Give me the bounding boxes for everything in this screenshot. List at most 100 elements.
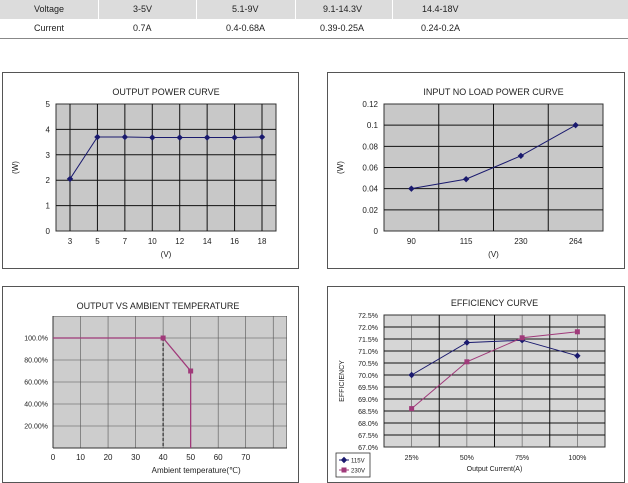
spec-label: Current [34, 23, 65, 33]
x-tick-label: 18 [258, 237, 267, 246]
y-tick-label: 68.5% [358, 409, 378, 416]
x-axis-label: Ambient temperature(℃) [152, 466, 241, 475]
x-tick-label: 50 [186, 453, 195, 462]
spec-row-current: Current 0.7A 0.4-0.68A 0.39-0.25A 0.24-0… [0, 19, 628, 39]
y-tick-label: 0.08 [362, 142, 378, 151]
data-point [121, 133, 129, 141]
plot-area [55, 103, 277, 232]
y-axis-label: (W) [11, 161, 20, 174]
chart-title: OUTPUT VS AMBIENT TEMPERATURE [77, 301, 240, 311]
y-tick-label: 2 [46, 176, 51, 185]
data-point [462, 175, 470, 183]
data-point [574, 352, 581, 359]
data-point [341, 467, 347, 473]
spec-cell: 0.24-0.2A [421, 23, 461, 33]
y-tick-label: 0.12 [362, 100, 378, 109]
y-tick-label: 0 [46, 227, 51, 236]
x-tick-label: 264 [569, 237, 583, 246]
spec-label: Voltage [34, 4, 65, 14]
spec-cell: 5.1-9V [232, 4, 259, 14]
x-tick-label: 14 [203, 237, 212, 246]
x-axis-label: (V) [161, 250, 172, 259]
x-tick-label: 25% [405, 455, 419, 462]
y-tick-label: 0.02 [362, 206, 378, 215]
x-tick-label: 70 [241, 453, 250, 462]
data-point [463, 339, 471, 346]
data-point [66, 175, 74, 183]
x-tick-label: 12 [175, 237, 184, 246]
input-no-load-chart: 0 0.02 0.04 0.06 0.08 0.1 0.12 90 115 230 264 INPUT… [336, 87, 604, 259]
data-point [188, 368, 194, 374]
data-point [176, 134, 183, 141]
chart-panel-derating: 20.00% 40.00% 60.00% 80.00% 100.0% 0 10 20 30 40 5… [2, 286, 299, 483]
spec-cell: 14.4-18V [422, 4, 459, 14]
y-tick-label: 100.0% [24, 336, 48, 343]
spec-row-voltage: Voltage 3-5V 5.1-9V 9.1-14.3V 14.4-18V [0, 0, 628, 19]
y-tick-label: 69.5% [358, 385, 378, 392]
data-point [519, 335, 525, 341]
y-tick-label: 40.00% [24, 402, 48, 409]
x-tick-label: 90 [407, 237, 416, 246]
y-tick-label: 20.00% [24, 424, 48, 431]
data-point [94, 133, 101, 141]
y-tick-label: 1 [46, 202, 51, 211]
data-point [517, 152, 525, 160]
y-axis-label: (W) [336, 161, 345, 174]
series-line [53, 337, 192, 448]
x-tick-label: 0 [51, 453, 56, 462]
x-tick-label: 115 [460, 237, 473, 246]
data-point [409, 406, 415, 412]
spec-cell: 9.1-14.3V [323, 4, 363, 14]
x-axis-label: (V) [488, 250, 499, 259]
spec-cell: 0.4-0.68A [226, 23, 266, 33]
y-tick-label: 67.0% [358, 445, 378, 452]
x-axis-label: Output Current(A) [467, 466, 523, 473]
y-tick-label: 68.0% [358, 421, 378, 428]
x-tick-label: 50% [460, 455, 474, 462]
chart-panel-output-power: 0 1 2 3 4 5 3 5 7 10 12 14 16 18 OUTPUT POWER CURVE (V)… [2, 72, 299, 269]
y-tick-label: 5 [46, 100, 51, 109]
spec-cell: 3-5V [133, 4, 153, 14]
legend-label: 115V [351, 459, 365, 465]
x-tick-label: 10 [148, 237, 157, 246]
y-axis-label: EFFICIENCY [339, 360, 346, 402]
data-point [340, 456, 348, 464]
data-point [572, 121, 579, 129]
y-tick-label: 0 [374, 227, 379, 236]
data-point [464, 359, 470, 365]
y-tick-label: 71.0% [358, 349, 378, 356]
data-point [408, 185, 415, 192]
x-tick-label: 20 [104, 453, 113, 462]
chart-title: EFFICIENCY CURVE [451, 298, 538, 308]
y-tick-label: 72.0% [358, 325, 378, 332]
legend-label: 230V [351, 469, 365, 475]
x-tick-label: 40 [159, 453, 168, 462]
data-point [203, 134, 211, 141]
y-tick-label: 70.5% [358, 361, 378, 368]
spec-cell: 0.39-0.25A [320, 23, 365, 33]
series-line [69, 136, 263, 180]
x-tick-label: 7 [123, 237, 128, 246]
y-tick-label: 69.0% [358, 397, 378, 404]
derating-chart: 20.00% 40.00% 60.00% 80.00% 100.0% 0 10 20 30 40 5… [24, 301, 287, 475]
y-tick-label: 72.5% [358, 313, 378, 320]
y-tick-label: 4 [46, 125, 51, 134]
y-tick-label: 0.1 [367, 121, 379, 130]
chart-title: OUTPUT POWER CURVE [112, 87, 219, 97]
spec-cell: 0.7A [133, 23, 152, 33]
x-tick-label: 30 [131, 453, 140, 462]
y-tick-label: 70.0% [358, 373, 378, 380]
x-tick-label: 230 [514, 237, 528, 246]
data-point [160, 335, 166, 341]
chart-title: INPUT NO LOAD POWER CURVE [423, 87, 563, 97]
y-tick-label: 67.5% [358, 433, 378, 440]
series-line [411, 124, 576, 190]
series-line [411, 331, 578, 409]
x-tick-label: 100% [568, 455, 586, 462]
y-tick-label: 0.06 [362, 164, 378, 173]
x-tick-label: 5 [95, 237, 100, 246]
data-point [149, 134, 156, 141]
y-tick-label: 80.00% [24, 358, 48, 365]
x-tick-label: 75% [515, 455, 529, 462]
series-line [411, 339, 578, 376]
